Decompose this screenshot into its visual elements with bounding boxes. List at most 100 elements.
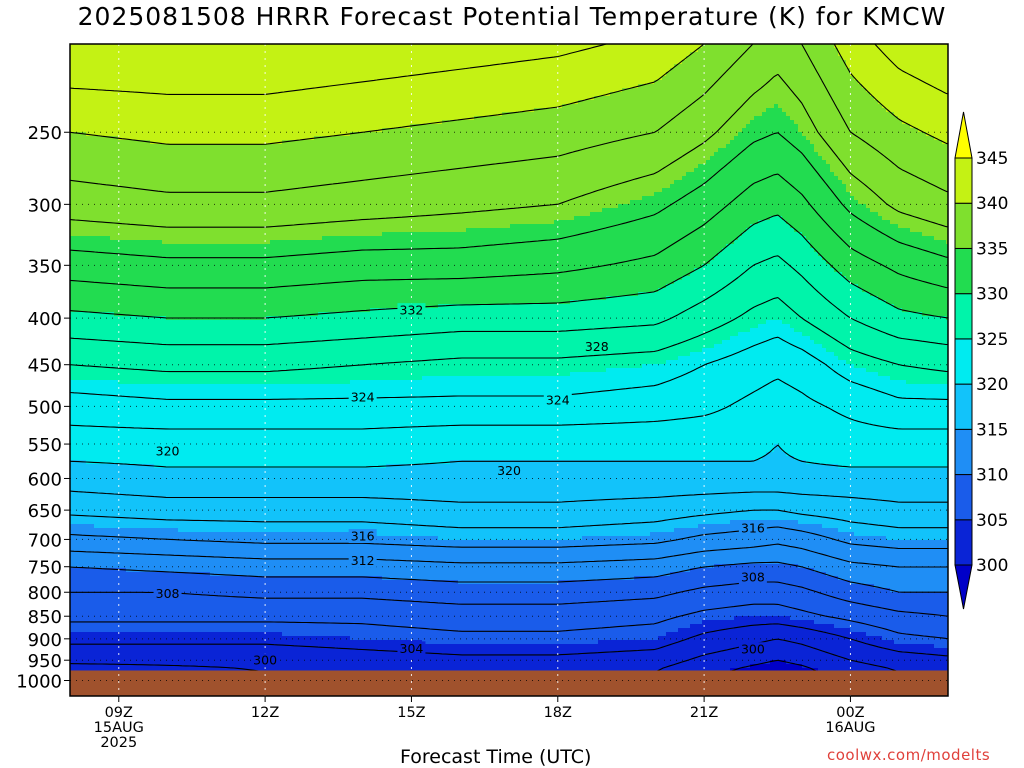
field-cell [530,100,535,105]
field-cell [318,92,323,97]
field-cell [378,48,383,53]
field-cell [750,52,755,57]
field-cell [214,76,219,81]
field-cell [158,104,163,109]
field-cell [206,84,211,89]
field-cell [710,72,715,77]
field-cell [534,116,539,121]
field-cell [478,52,483,57]
field-cell [634,76,639,81]
field-cell [554,124,559,129]
field-cell [606,116,611,121]
field-cell [426,92,431,97]
field-cell [894,96,899,101]
field-cell [374,88,379,93]
field-cell [442,116,447,121]
field-cell [622,48,627,53]
field-cell [174,88,179,93]
field-cell [166,80,171,85]
field-cell [310,104,315,109]
field-cell [306,92,311,97]
field-cell [698,72,703,77]
field-cell [442,124,447,129]
field-cell [722,96,727,101]
field-cell [682,76,687,81]
field-cell [486,88,491,93]
field-cell [862,92,867,97]
field-cell [550,108,555,113]
field-cell [762,92,767,97]
field-cell [626,72,631,77]
field-cell [402,80,407,85]
field-cell [490,100,495,105]
field-cell [598,112,603,117]
field-cell [666,52,671,57]
field-cell [910,112,915,117]
field-cell [178,120,183,125]
field-cell [598,48,603,53]
field-cell [146,116,151,121]
field-cell [150,64,155,69]
field-cell [122,84,127,89]
field-cell [202,76,207,81]
field-cell [474,120,479,125]
field-cell [142,84,147,89]
field-cell [710,56,715,61]
field-cell [122,68,127,73]
field-cell [926,76,931,81]
field-cell [366,64,371,69]
field-cell [206,104,211,109]
field-cell [326,52,331,57]
field-cell [422,76,427,81]
field-cell [178,112,183,117]
field-cell [602,104,607,109]
field-cell [730,100,735,105]
field-cell [346,120,351,125]
field-cell [802,68,807,73]
field-cell [474,52,479,57]
field-cell [322,112,327,117]
field-cell [822,92,827,97]
field-cell [90,92,95,97]
field-cell [706,64,711,69]
field-cell [330,64,335,69]
field-cell [894,48,899,53]
field-cell [482,80,487,85]
field-cell [830,116,835,121]
field-cell [842,100,847,105]
field-cell [342,68,347,73]
field-cell [354,84,359,89]
field-cell [258,56,263,61]
field-cell [866,108,871,113]
field-cell [538,48,543,53]
field-cell [602,48,607,53]
field-cell [522,112,527,117]
field-cell [642,112,647,117]
field-cell [750,112,755,117]
field-cell [170,56,175,61]
field-cell [358,64,363,69]
field-cell [258,64,263,69]
field-cell [426,132,431,137]
field-cell [538,92,543,97]
field-cell [562,116,567,121]
field-cell [502,56,507,61]
field-cell [618,92,623,97]
field-cell [110,108,115,113]
field-cell [806,92,811,97]
field-cell [166,108,171,113]
field-cell [606,108,611,113]
field-cell [942,64,947,69]
field-cell [634,88,639,93]
field-cell [262,88,267,93]
field-cell [418,48,423,53]
field-cell [282,104,287,109]
field-cell [510,64,515,69]
field-cell [658,108,663,113]
field-cell [782,72,787,77]
field-cell [542,100,547,105]
field-cell [682,92,687,97]
field-cell [126,76,131,81]
field-cell [254,48,259,53]
field-cell [542,92,547,97]
